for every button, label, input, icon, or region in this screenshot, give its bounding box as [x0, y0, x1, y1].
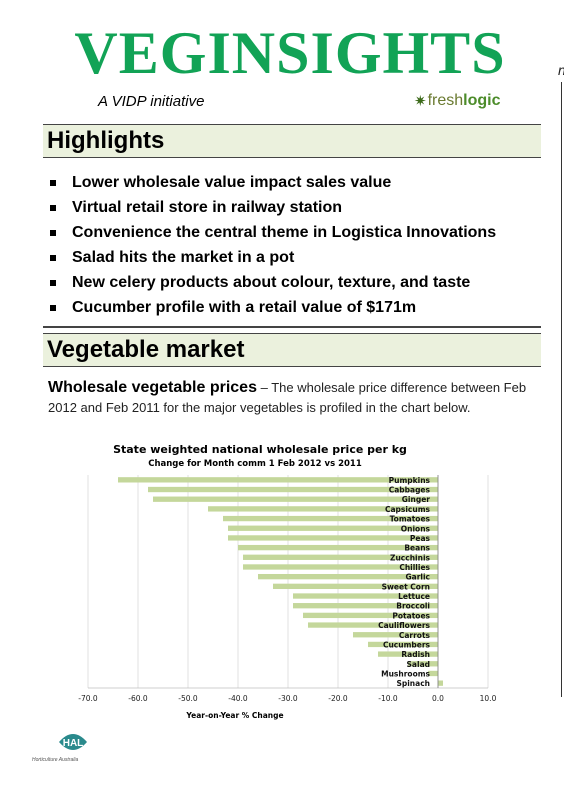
chart-title: State weighted national wholesale price …	[113, 443, 407, 456]
bar	[428, 670, 438, 677]
category-label: Radish	[401, 650, 430, 659]
category-label: Spinach	[396, 679, 430, 688]
hal-logo-text: HAL	[63, 738, 84, 749]
highlight-text: Lower wholesale value impact sales value	[72, 174, 392, 191]
x-tick-label: -30.0	[278, 694, 298, 703]
bar	[228, 525, 438, 531]
highlight-item: Cucumber profile with a retail value of …	[48, 295, 496, 320]
bullet-icon	[50, 230, 56, 236]
sunburst-icon: ✷	[414, 93, 427, 110]
category-label: Cucumbers	[383, 640, 431, 649]
freshlogic-logo: ✷ fresh logic	[414, 92, 501, 110]
x-tick-label: 0.0	[432, 694, 444, 703]
category-label: Onions	[401, 524, 431, 533]
bar	[223, 515, 438, 522]
wholesale-price-chart: State weighted national wholesale price …	[78, 443, 497, 720]
bullet-icon	[50, 180, 56, 186]
highlight-item: Virtual retail store in railway station	[48, 195, 496, 220]
section-divider	[43, 326, 541, 328]
category-label: Carrots	[399, 631, 431, 640]
bar	[293, 603, 438, 609]
category-label: Pumpkins	[389, 476, 431, 485]
highlights-list: Lower wholesale value impact sales value…	[48, 170, 496, 320]
wholesale-prices-text: – The wholesale price difference between…	[48, 380, 527, 415]
x-tick-label: -60.0	[128, 694, 148, 703]
highlight-text: Convenience the central theme in Logisti…	[72, 224, 497, 241]
x-tick-label: -20.0	[328, 694, 348, 703]
highlight-text: Cucumber profile with a retail value of …	[72, 299, 417, 316]
category-label: Broccoli	[396, 602, 430, 611]
bullet-icon	[50, 280, 56, 286]
wholesale-prices-lead: Wholesale vegetable prices	[48, 379, 257, 396]
category-label: Potatoes	[392, 611, 430, 620]
highlights-heading: Highlights	[43, 124, 541, 158]
x-tick-label: 10.0	[480, 694, 497, 703]
bullet-icon	[50, 205, 56, 211]
chart-subtitle: Change for Month comm 1 Feb 2012 vs 2011	[148, 459, 362, 469]
bullet-icon	[50, 305, 56, 311]
bar	[308, 622, 438, 628]
brand-fresh: fresh	[427, 92, 464, 109]
x-axis-title: Year-on-Year % Change	[185, 711, 283, 720]
bar	[148, 486, 438, 493]
brand-logic: logic	[463, 92, 501, 109]
category-label: Ginger	[402, 495, 431, 504]
highlight-item: Convenience the central theme in Logisti…	[48, 220, 496, 245]
bar	[238, 544, 438, 551]
bullet-icon	[50, 255, 56, 261]
bar	[378, 651, 438, 657]
bar	[438, 680, 443, 686]
bar	[408, 661, 438, 667]
category-label: Mushrooms	[381, 669, 430, 678]
x-tick-label: -70.0	[78, 694, 98, 703]
hal-logo-subtitle: Horticulture Australia	[32, 757, 79, 763]
bar	[243, 554, 438, 560]
bar	[293, 593, 438, 599]
bar	[153, 496, 438, 502]
category-label: Cauliflowers	[378, 621, 430, 630]
category-label: Chillies	[399, 563, 430, 572]
category-label: Peas	[410, 534, 431, 543]
bar	[353, 632, 438, 638]
bar	[228, 535, 438, 541]
x-tick-label: -10.0	[378, 694, 398, 703]
bar	[118, 477, 438, 483]
bar	[368, 641, 438, 648]
bar	[208, 506, 438, 512]
column-divider	[561, 82, 562, 697]
masthead-title: VEGINSIGHTS	[74, 20, 506, 86]
category-label: Garlic	[405, 573, 430, 582]
category-label: Lettuce	[398, 592, 430, 601]
cropped-side-text: n	[558, 62, 564, 78]
highlight-item: New celery products about colour, textur…	[48, 270, 496, 295]
x-tick-label: -50.0	[178, 694, 198, 703]
category-label: Beans	[404, 544, 430, 553]
highlight-text: New celery products about colour, textur…	[72, 274, 471, 291]
wholesale-prices-paragraph: Wholesale vegetable prices – The wholesa…	[48, 378, 538, 418]
category-label: Capsicums	[385, 505, 431, 514]
category-label: Cabbages	[389, 486, 431, 495]
category-label: Salad	[407, 660, 430, 669]
vegetable-market-heading: Vegetable market	[43, 333, 541, 367]
highlight-text: Virtual retail store in railway station	[72, 199, 343, 216]
x-tick-label: -40.0	[228, 694, 248, 703]
bar	[258, 573, 438, 580]
bar	[303, 612, 438, 619]
hal-logo: HAL	[59, 734, 87, 750]
bar	[273, 583, 438, 590]
category-label: Zucchinis	[390, 553, 430, 562]
highlight-item: Lower wholesale value impact sales value	[48, 170, 496, 195]
category-label: Tomatoes	[390, 515, 431, 524]
tagline: A VIDP initiative	[98, 93, 205, 110]
bar	[243, 564, 438, 570]
category-label: Sweet Corn	[382, 582, 430, 591]
highlight-item: Salad hits the market in a pot	[48, 245, 496, 270]
highlight-text: Salad hits the market in a pot	[72, 249, 295, 266]
